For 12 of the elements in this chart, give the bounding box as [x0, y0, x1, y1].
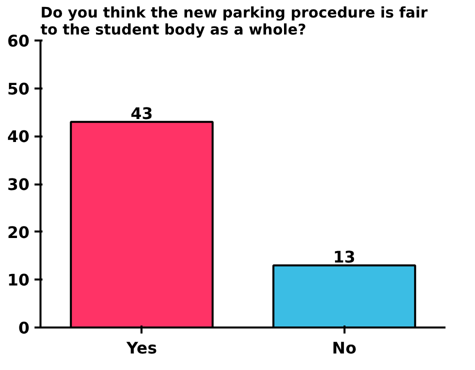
y-tick-label: 30	[7, 175, 30, 194]
data-label: 43	[130, 104, 153, 123]
y-tick-label: 0	[18, 318, 30, 338]
y-tick-label: 50	[7, 79, 30, 98]
y-tick-label: 60	[7, 32, 30, 50]
chart-title: Do you think the new parking procedure is fair to the student body as a whole?	[40, 4, 428, 38]
x-tick-label: No	[332, 338, 356, 358]
y-tick-label: 40	[7, 127, 30, 146]
y-tick-label: 10	[7, 270, 30, 290]
data-label: 13	[333, 247, 356, 266]
x-tick-label: Yes	[126, 338, 158, 358]
y-tick-label: 20	[7, 222, 30, 242]
